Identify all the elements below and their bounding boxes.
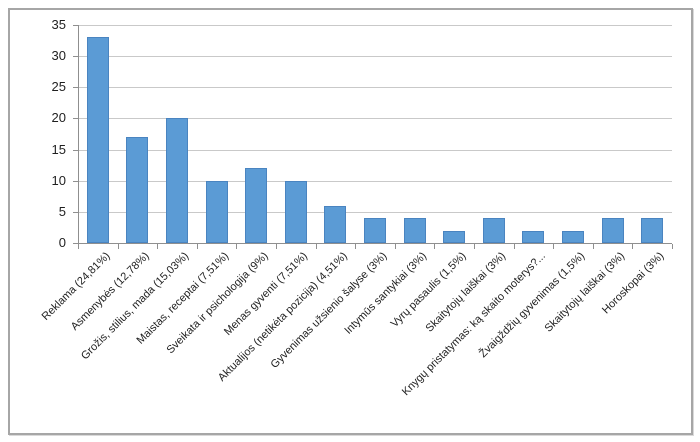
x-axis-tick xyxy=(236,244,238,249)
bar[interactable] xyxy=(364,218,386,243)
x-axis-tick xyxy=(196,244,198,249)
y-axis-tick-label: 0 xyxy=(58,235,66,250)
x-axis-tick xyxy=(355,244,357,249)
x-axis-tick xyxy=(592,244,594,249)
bar[interactable] xyxy=(562,230,584,243)
bar[interactable] xyxy=(166,118,188,243)
y-axis-line xyxy=(78,25,79,243)
y-axis-tick-label: 5 xyxy=(58,203,66,219)
y-axis-tick xyxy=(73,180,78,182)
y-axis-tick xyxy=(73,243,78,244)
x-axis-tick xyxy=(315,244,317,249)
x-axis-tick xyxy=(276,244,277,249)
bar[interactable] xyxy=(443,230,466,243)
bar[interactable] xyxy=(205,180,228,243)
y-axis-tick-label: 15 xyxy=(51,141,66,157)
y-axis-tick-label: 20 xyxy=(51,110,66,126)
bar[interactable] xyxy=(245,168,268,243)
bar[interactable] xyxy=(403,218,426,243)
chart-frame[interactable] xyxy=(8,8,693,435)
x-axis-tick xyxy=(394,244,396,249)
x-axis-tick xyxy=(513,244,515,249)
bar[interactable] xyxy=(641,218,664,243)
y-axis-tick xyxy=(73,118,78,120)
bar[interactable] xyxy=(601,218,624,243)
y-axis-tick-label: 30 xyxy=(51,48,66,64)
y-axis-tick-label: 25 xyxy=(51,79,66,95)
bar[interactable] xyxy=(324,205,347,243)
x-axis-tick xyxy=(672,244,673,249)
x-axis-tick xyxy=(553,244,555,249)
x-axis-tick xyxy=(117,244,119,249)
y-axis-tick xyxy=(73,56,78,58)
y-axis-tick xyxy=(73,149,78,151)
x-axis-tick xyxy=(78,244,79,249)
x-axis-tick xyxy=(632,244,634,249)
y-axis-tick-label: 10 xyxy=(51,172,66,188)
x-axis-tick xyxy=(434,244,436,249)
bar[interactable] xyxy=(86,37,109,243)
x-axis-tick xyxy=(157,244,159,249)
bar[interactable] xyxy=(284,180,307,243)
y-axis-tick xyxy=(73,87,78,89)
bar[interactable] xyxy=(126,137,149,243)
bar[interactable] xyxy=(482,218,505,243)
x-axis-line xyxy=(78,243,672,244)
bar[interactable] xyxy=(522,230,545,243)
x-axis-tick xyxy=(474,244,475,249)
y-axis-tick-label: 35 xyxy=(51,17,66,32)
y-axis-tick xyxy=(73,25,78,26)
y-axis-tick xyxy=(73,211,78,213)
